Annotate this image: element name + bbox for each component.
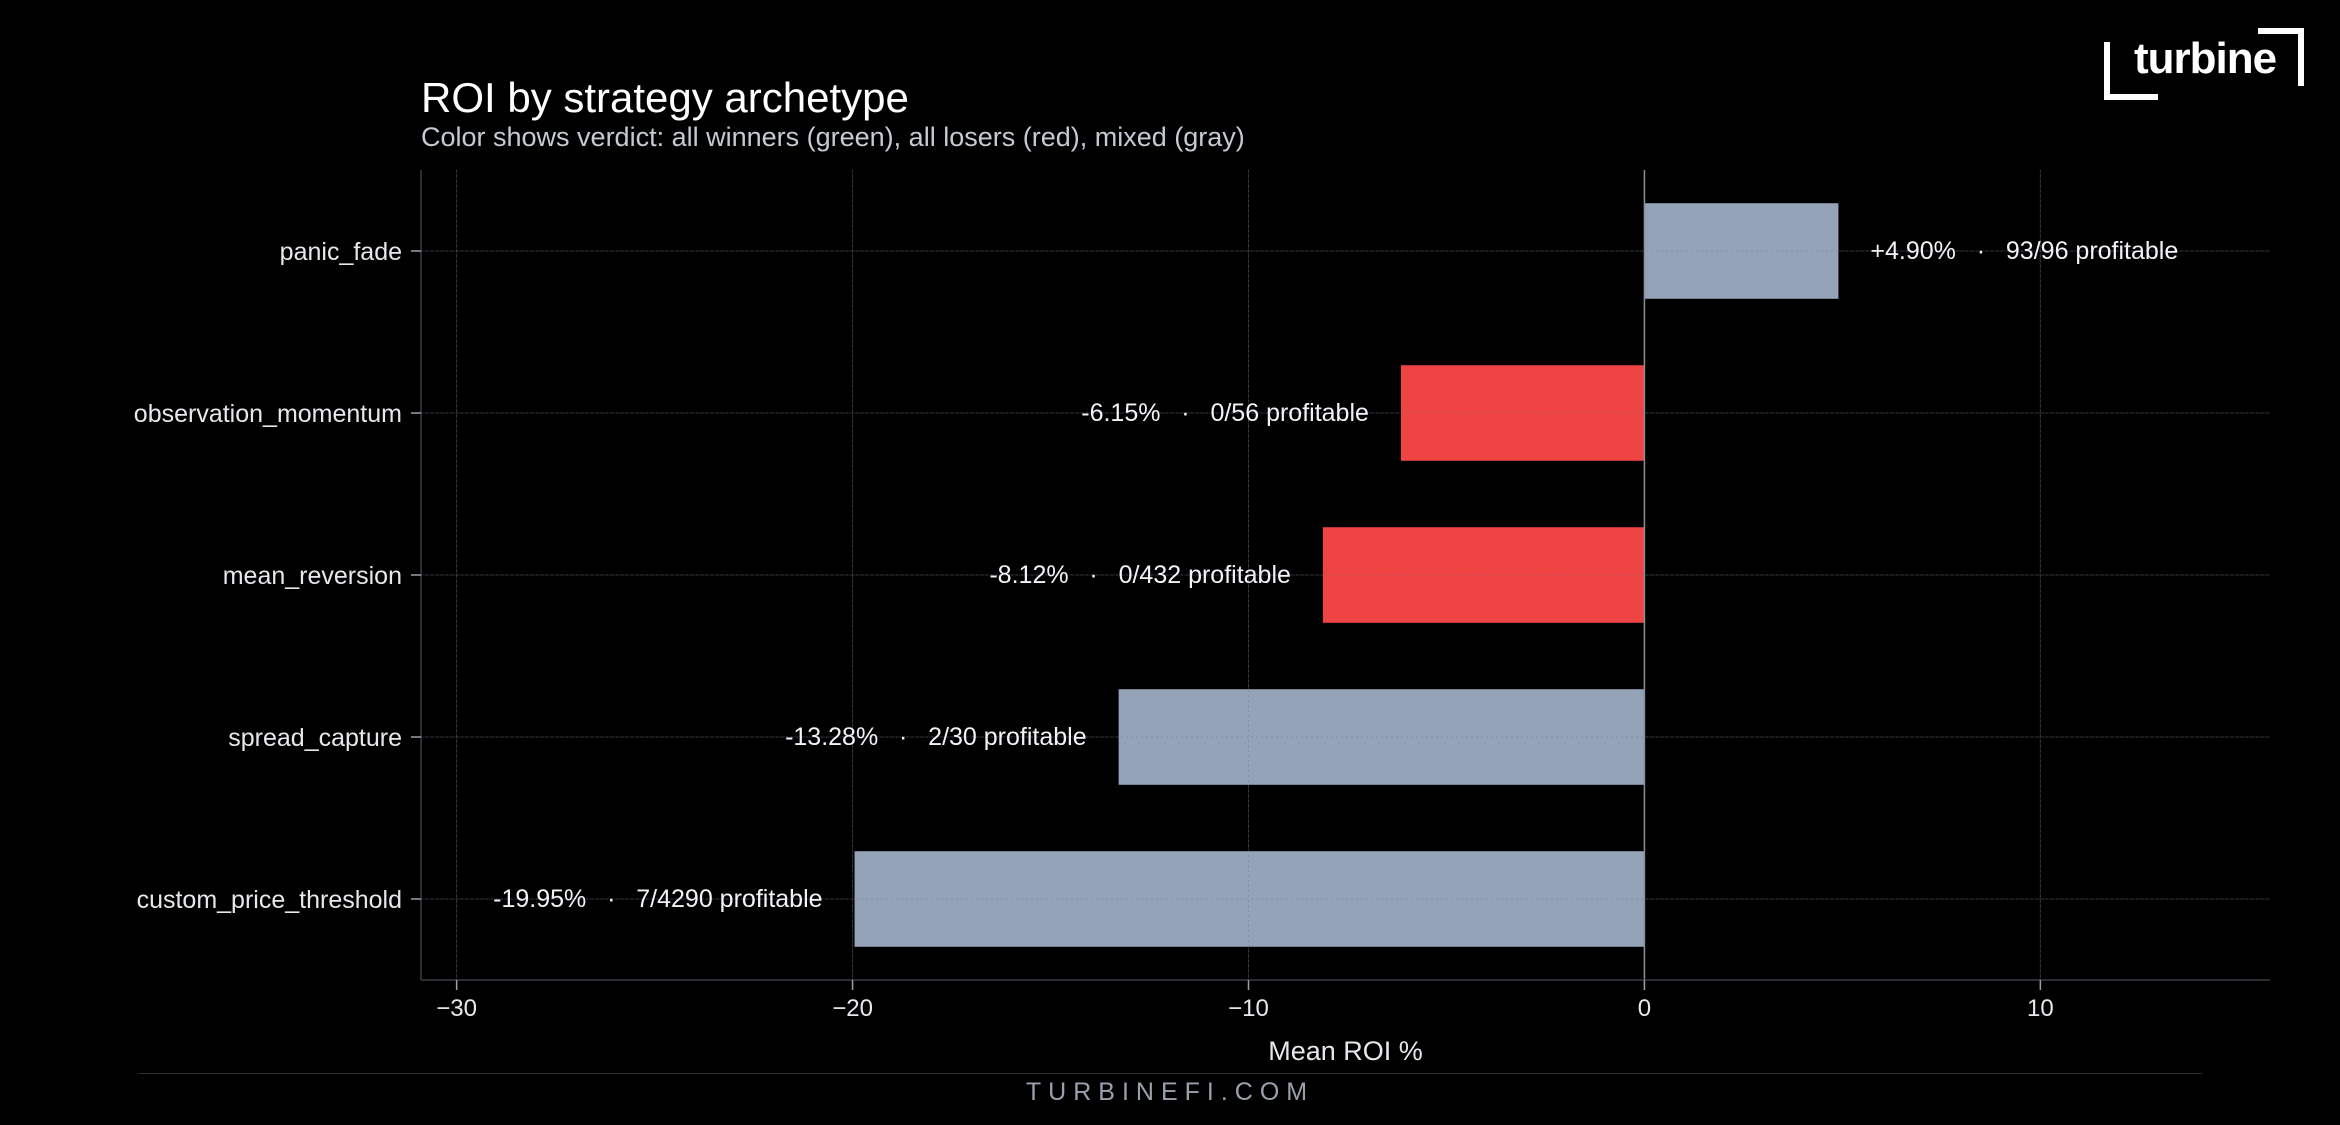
turbine-logo: turbine (2098, 26, 2308, 100)
y-tick-label: spread_capture (228, 724, 402, 752)
data-label: -13.28% · 2/30 profitable (785, 723, 1087, 751)
y-tick-label: mean_reversion (223, 562, 402, 590)
logo-bracket-right-icon (2258, 28, 2304, 86)
bar-mean-reversion (1322, 527, 1645, 623)
y-tick-label: custom_price_threshold (137, 886, 402, 914)
bar-observation-momentum (1400, 365, 1645, 461)
bar-spread-capture (1118, 689, 1645, 785)
x-tick-label: 10 (2027, 995, 2054, 1022)
y-tick-label: panic_fade (280, 238, 402, 266)
logo-bracket-left-icon (2104, 42, 2158, 100)
chart-title: ROI by strategy archetype (421, 74, 909, 121)
chart-subtitle: Color shows verdict: all winners (green)… (421, 122, 1245, 152)
data-label: -19.95% · 7/4290 profitable (493, 885, 822, 913)
data-label: -6.15% · 0/56 profitable (1081, 399, 1369, 427)
x-axis-label: Mean ROI % (1268, 1036, 1423, 1066)
y-tick-label: observation_momentum (134, 400, 402, 428)
data-label: -8.12% · 0/432 profitable (989, 561, 1291, 589)
bar-custom-price-threshold (854, 851, 1645, 947)
bar-panic-fade (1644, 203, 1839, 299)
x-tick-label: −30 (436, 995, 477, 1022)
footer-divider (138, 1073, 2202, 1074)
footer-url: TURBINEFI.COM (1025, 1078, 1315, 1106)
x-tick-label: −10 (1228, 995, 1269, 1022)
logo-text: turbine (2134, 34, 2277, 83)
data-label: +4.90% · 93/96 profitable (1870, 237, 2178, 265)
x-tick-label: −20 (832, 995, 873, 1022)
x-tick-label: 0 (1638, 995, 1651, 1022)
